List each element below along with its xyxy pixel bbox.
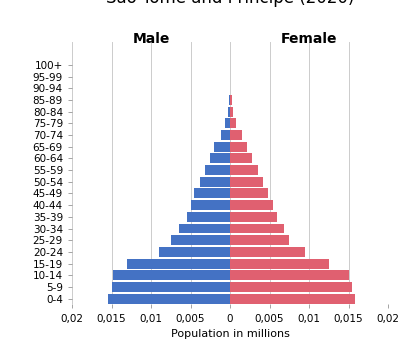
Bar bbox=[205, 165, 230, 175]
Bar bbox=[200, 177, 230, 187]
Bar bbox=[230, 95, 232, 105]
Bar bbox=[230, 189, 268, 198]
Bar bbox=[214, 142, 230, 152]
Bar bbox=[229, 95, 230, 105]
Bar bbox=[112, 282, 230, 292]
Bar bbox=[230, 212, 278, 222]
Text: Female: Female bbox=[281, 32, 337, 46]
Bar bbox=[230, 153, 252, 163]
Bar bbox=[230, 118, 236, 128]
Bar bbox=[230, 177, 263, 187]
Bar bbox=[230, 282, 352, 292]
Text: Male: Male bbox=[132, 32, 170, 46]
Bar bbox=[230, 165, 258, 175]
Bar bbox=[230, 270, 348, 280]
Title: Sao Tome and Principe (2020): Sao Tome and Principe (2020) bbox=[106, 0, 354, 7]
Bar bbox=[171, 235, 230, 245]
Bar bbox=[159, 247, 230, 257]
Bar bbox=[113, 270, 230, 280]
Bar bbox=[210, 153, 230, 163]
Bar bbox=[230, 294, 355, 303]
Bar bbox=[230, 224, 284, 234]
Bar bbox=[230, 107, 233, 117]
Bar bbox=[230, 142, 247, 152]
Bar bbox=[127, 258, 230, 268]
Bar bbox=[228, 107, 230, 117]
Bar bbox=[230, 258, 329, 268]
Bar bbox=[230, 235, 289, 245]
Bar bbox=[190, 200, 230, 210]
Bar bbox=[230, 247, 305, 257]
Bar bbox=[225, 118, 230, 128]
X-axis label: Population in millions: Population in millions bbox=[170, 329, 290, 339]
Bar bbox=[186, 212, 230, 222]
Bar bbox=[179, 224, 230, 234]
Bar bbox=[230, 200, 274, 210]
Bar bbox=[230, 130, 242, 140]
Bar bbox=[220, 130, 230, 140]
Bar bbox=[108, 294, 230, 303]
Bar bbox=[194, 189, 230, 198]
